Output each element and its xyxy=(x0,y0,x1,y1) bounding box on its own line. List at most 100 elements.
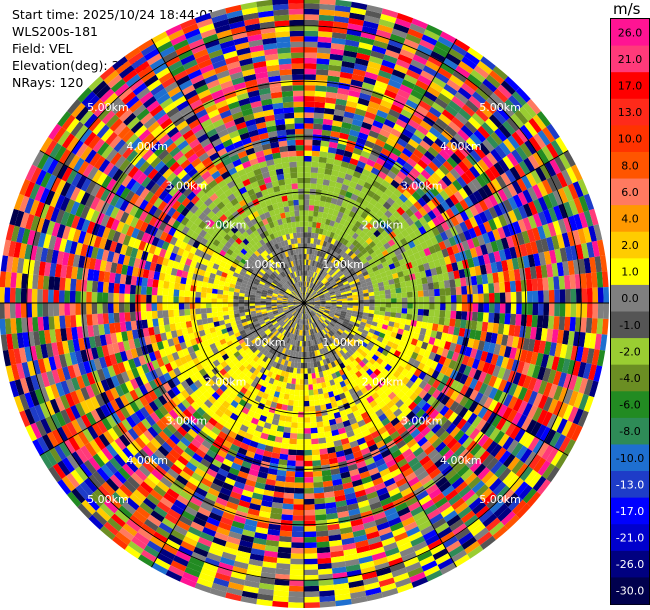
velocity-gate xyxy=(414,49,431,61)
velocity-gate xyxy=(314,498,326,505)
velocity-gate xyxy=(305,270,308,276)
velocity-gate xyxy=(316,216,323,224)
velocity-gate xyxy=(305,286,307,293)
velocity-gate xyxy=(304,428,311,434)
velocity-gate xyxy=(354,165,364,174)
velocity-gate xyxy=(317,432,326,439)
velocity-gate xyxy=(345,234,352,242)
velocity-gate xyxy=(292,526,304,532)
velocity-gate xyxy=(304,47,318,53)
velocity-gate xyxy=(42,316,50,331)
velocity-gate xyxy=(396,307,402,314)
velocity-gate xyxy=(456,303,462,312)
velocity-gate xyxy=(434,295,441,303)
velocity-gate xyxy=(379,294,386,299)
velocity-gate xyxy=(282,503,294,510)
velocity-gate xyxy=(305,292,308,298)
velocity-gate xyxy=(327,70,341,78)
velocity-gate xyxy=(347,23,363,32)
velocity-gate xyxy=(520,279,527,292)
velocity-gate xyxy=(402,128,414,139)
velocity-gate xyxy=(337,171,347,179)
velocity-gate xyxy=(297,362,301,369)
velocity-gate xyxy=(378,18,395,29)
velocity-gate xyxy=(488,303,495,313)
velocity-gate xyxy=(410,134,423,145)
velocity-gate xyxy=(330,43,345,51)
velocity-gate xyxy=(461,294,468,303)
velocity-gate xyxy=(304,237,308,244)
velocity-gate xyxy=(304,482,314,489)
velocity-gate xyxy=(400,313,407,320)
velocity-gate xyxy=(304,547,318,554)
velocity-gate xyxy=(316,416,323,423)
velocity-gate xyxy=(320,270,325,276)
velocity-gate xyxy=(293,504,304,510)
velocity-gate xyxy=(449,279,456,288)
velocity-gate xyxy=(401,292,408,298)
velocity-gate xyxy=(304,602,320,609)
velocity-gate xyxy=(320,459,330,466)
velocity-gate xyxy=(318,584,335,592)
velocity-gate xyxy=(309,405,316,412)
velocity-gate xyxy=(273,584,290,592)
velocity-gate xyxy=(348,181,358,189)
velocity-gate xyxy=(488,283,495,294)
velocity-gate xyxy=(287,454,296,461)
velocity-gate xyxy=(322,179,330,186)
velocity-gate xyxy=(339,243,346,251)
velocity-gate xyxy=(325,196,333,203)
velocity-gate xyxy=(313,394,320,401)
velocity-gate xyxy=(364,111,377,120)
velocity-gate xyxy=(307,281,310,288)
velocity-gate xyxy=(352,68,366,77)
field-name: Field: VEL xyxy=(12,41,73,56)
velocity-gate xyxy=(317,256,322,263)
velocity-gate xyxy=(416,124,429,136)
velocity-gate xyxy=(309,282,312,288)
velocity-gate xyxy=(446,79,461,92)
velocity-gate xyxy=(434,71,450,84)
velocity-gate xyxy=(312,454,321,461)
velocity-gate xyxy=(313,481,324,488)
velocity-gate xyxy=(304,292,306,298)
velocity-gate xyxy=(319,0,336,6)
velocity-gate xyxy=(603,287,610,303)
velocity-gate xyxy=(488,293,495,303)
velocity-gate xyxy=(390,128,402,138)
velocity-gate xyxy=(304,117,314,124)
velocity-gate xyxy=(318,437,327,444)
velocity-gate xyxy=(311,443,320,450)
velocity-gate xyxy=(391,69,406,80)
velocity-gate xyxy=(323,108,335,115)
velocity-gate xyxy=(326,86,339,94)
velocity-gate xyxy=(304,3,320,10)
velocity-gate xyxy=(350,175,360,184)
velocity-gate xyxy=(344,145,355,153)
velocity-gate xyxy=(64,315,72,328)
velocity-gate xyxy=(358,42,374,51)
velocity-gate xyxy=(291,416,298,423)
velocity-gate xyxy=(307,293,311,299)
velocity-gate xyxy=(322,240,328,248)
velocity-gate xyxy=(547,315,555,330)
velocity-gate xyxy=(445,295,452,303)
velocity-gate xyxy=(381,123,393,134)
velocity-gate xyxy=(306,292,309,298)
velocity-gate xyxy=(309,188,316,195)
velocity-gate xyxy=(304,145,313,151)
velocity-gate xyxy=(300,373,304,380)
velocity-gate xyxy=(168,316,175,325)
velocity-gate xyxy=(509,313,517,326)
velocity-gate xyxy=(493,313,500,324)
velocity-gate xyxy=(304,63,317,70)
velocity-gate xyxy=(304,57,317,64)
velocity-gate xyxy=(304,30,319,37)
velocity-gate xyxy=(304,128,314,135)
velocity-gate xyxy=(331,169,340,177)
velocity-gate xyxy=(384,311,391,317)
velocity-gate xyxy=(432,45,449,58)
velocity-gate xyxy=(304,373,308,380)
velocity-gate xyxy=(494,292,501,303)
